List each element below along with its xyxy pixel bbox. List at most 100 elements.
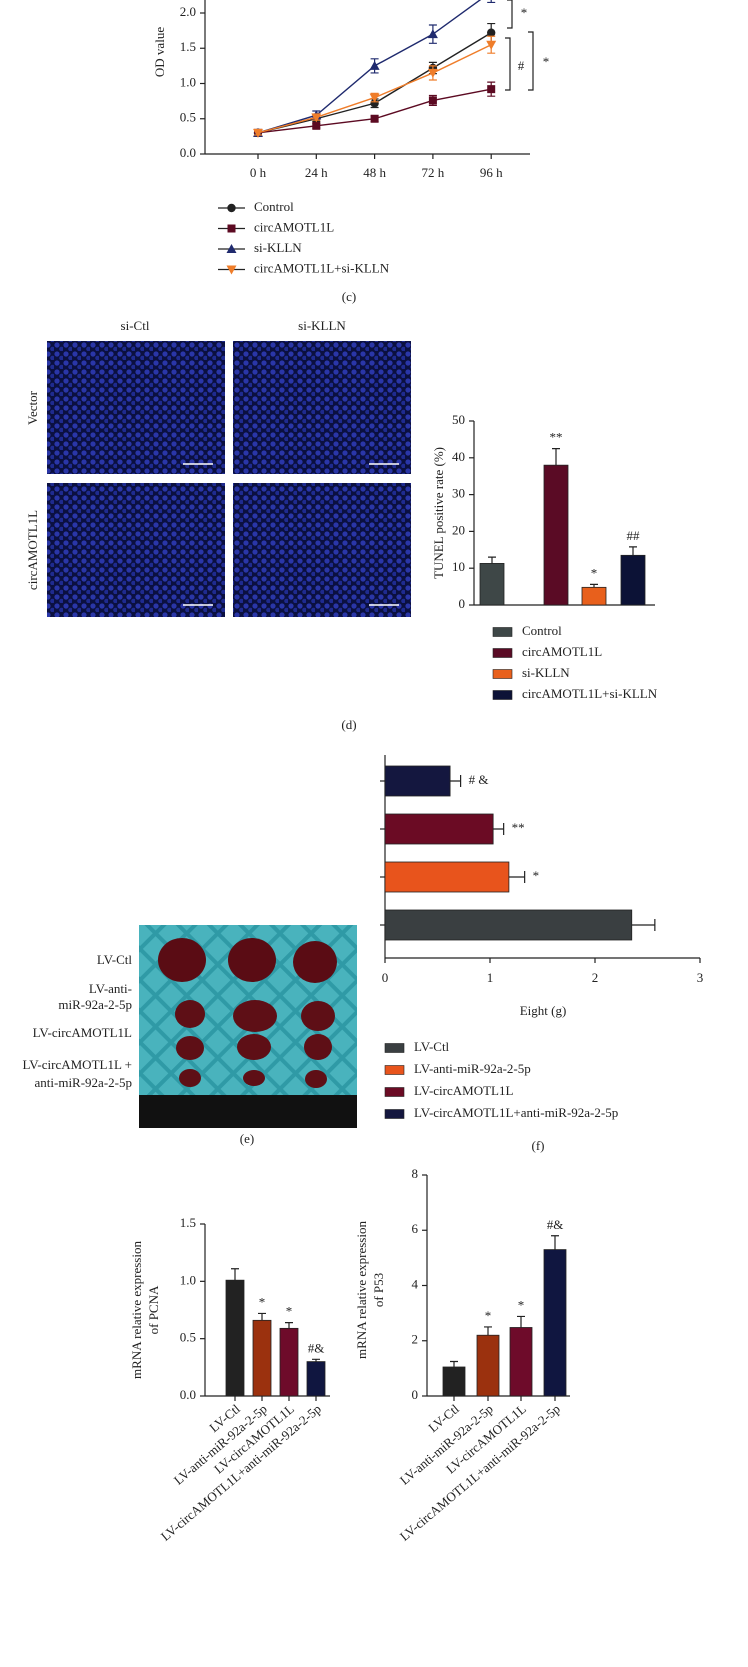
column-label: si-KLLN [298, 318, 346, 333]
legend-marker [226, 265, 237, 275]
error-bar [488, 556, 496, 564]
error-bar [450, 1360, 458, 1367]
tumor-photo [139, 925, 357, 1128]
bar [620, 554, 646, 606]
significance-label: ** [512, 820, 525, 835]
legend-label: si-KLLN [254, 240, 302, 255]
bar [479, 563, 505, 606]
x-tick-label: 1 [487, 970, 494, 985]
tumor [243, 1070, 265, 1086]
photo-row-label: anti-miR-92a-2-5p [35, 1075, 132, 1090]
legend-label: circAMOTL1L [522, 644, 602, 659]
bar [476, 1334, 500, 1397]
error-bar [508, 871, 526, 883]
y-axis-label: of P53 [371, 1273, 386, 1307]
tumor [158, 938, 206, 982]
data-point [428, 96, 437, 105]
bar [384, 909, 633, 941]
error-bar [629, 546, 637, 556]
legend-marker [226, 244, 237, 253]
legend-label: LV-Ctl [414, 1039, 450, 1054]
data-point [427, 68, 438, 78]
photo-row-label: LV-circAMOTL1L + [22, 1057, 132, 1072]
micrograph-grid [47, 341, 411, 617]
legend-label: LV-anti-miR-92a-2-5p [414, 1061, 531, 1076]
significance-label: * [485, 1308, 492, 1323]
y-tick-label: 0.0 [180, 145, 196, 160]
x-tick-label: 0 h [250, 165, 267, 180]
x-tick-label: 48 h [363, 165, 386, 180]
panel-label: (f) [532, 1138, 545, 1153]
x-tick-label: 2 [592, 970, 599, 985]
bar [543, 1249, 567, 1397]
bar [509, 1327, 533, 1397]
legend-label: LV-circAMOTL1L [414, 1083, 513, 1098]
y-tick-label: 40 [452, 449, 465, 464]
significance-label: * [518, 1297, 525, 1312]
y-axis-label: mRNA relative expression [354, 1221, 369, 1359]
legend-swatch [384, 1087, 405, 1097]
y-tick-label: 2 [412, 1332, 419, 1347]
significance-bracket [507, 0, 513, 29]
photo-row-label: LV-Ctl [97, 952, 133, 967]
tumor [293, 941, 337, 983]
ruler [139, 1095, 357, 1128]
tumor [304, 1034, 332, 1060]
error-bar [493, 823, 505, 835]
photo-row-label: miR-92a-2-5p [58, 997, 132, 1012]
legend-label: circAMOTL1L+si-KLLN [522, 686, 658, 701]
micrograph [233, 483, 411, 617]
error-bar [631, 919, 656, 931]
significance-label: ** [550, 430, 563, 445]
tumor [233, 1000, 277, 1032]
y-tick-label: 0 [459, 596, 466, 611]
micrograph [233, 341, 411, 474]
y-tick-label: 1.0 [180, 74, 196, 89]
x-tick-label: 24 h [305, 165, 328, 180]
data-point [369, 60, 380, 70]
y-axis-label: of PCNA [146, 1285, 161, 1334]
error-bar [231, 1268, 239, 1281]
y-tick-label: 20 [452, 522, 465, 537]
legend-label: si-KLLN [522, 665, 570, 680]
significance-label: ## [627, 528, 641, 543]
error-bar [517, 1315, 525, 1328]
y-tick-label: 0.5 [180, 110, 196, 125]
significance-label: * [533, 868, 540, 883]
y-axis-label: mRNA relative expression [129, 1241, 144, 1379]
data-point [312, 121, 321, 130]
legend-swatch [384, 1043, 405, 1053]
bar [306, 1361, 326, 1397]
data-point [311, 113, 322, 123]
photo-row-label: LV-circAMOTL1L [33, 1025, 132, 1040]
x-axis-label: Eight (g) [520, 1003, 567, 1018]
tumor [237, 1034, 271, 1060]
legend-swatch [384, 1065, 405, 1075]
y-tick-label: 0.5 [180, 1330, 196, 1345]
legend-swatch [492, 669, 513, 679]
y-tick-label: 50 [452, 412, 465, 427]
significance-label: * [286, 1304, 293, 1319]
legend-label: circAMOTL1L+si-KLLN [254, 260, 390, 275]
significance-label: # & [469, 772, 489, 787]
tumor [228, 938, 276, 982]
column-label: si-Ctl [121, 318, 150, 333]
y-tick-label: 8 [412, 1166, 419, 1181]
y-axis-label: OD value [152, 27, 167, 77]
y-tick-label: 1.5 [180, 39, 196, 54]
panel-label: (d) [341, 717, 356, 732]
bar [384, 861, 510, 893]
significance-bracket [505, 37, 511, 91]
y-tick-label: 0 [412, 1387, 419, 1402]
y-tick-label: 0.0 [180, 1387, 196, 1402]
tumor [176, 1036, 204, 1060]
legend-swatch [492, 690, 513, 700]
y-tick-label: 2.0 [180, 4, 196, 19]
data-point [427, 29, 438, 39]
significance-label: * [521, 5, 528, 20]
micrograph [47, 483, 225, 617]
bar [252, 1319, 272, 1397]
legend-label: Control [254, 199, 294, 214]
y-tick-label: 30 [452, 486, 465, 501]
